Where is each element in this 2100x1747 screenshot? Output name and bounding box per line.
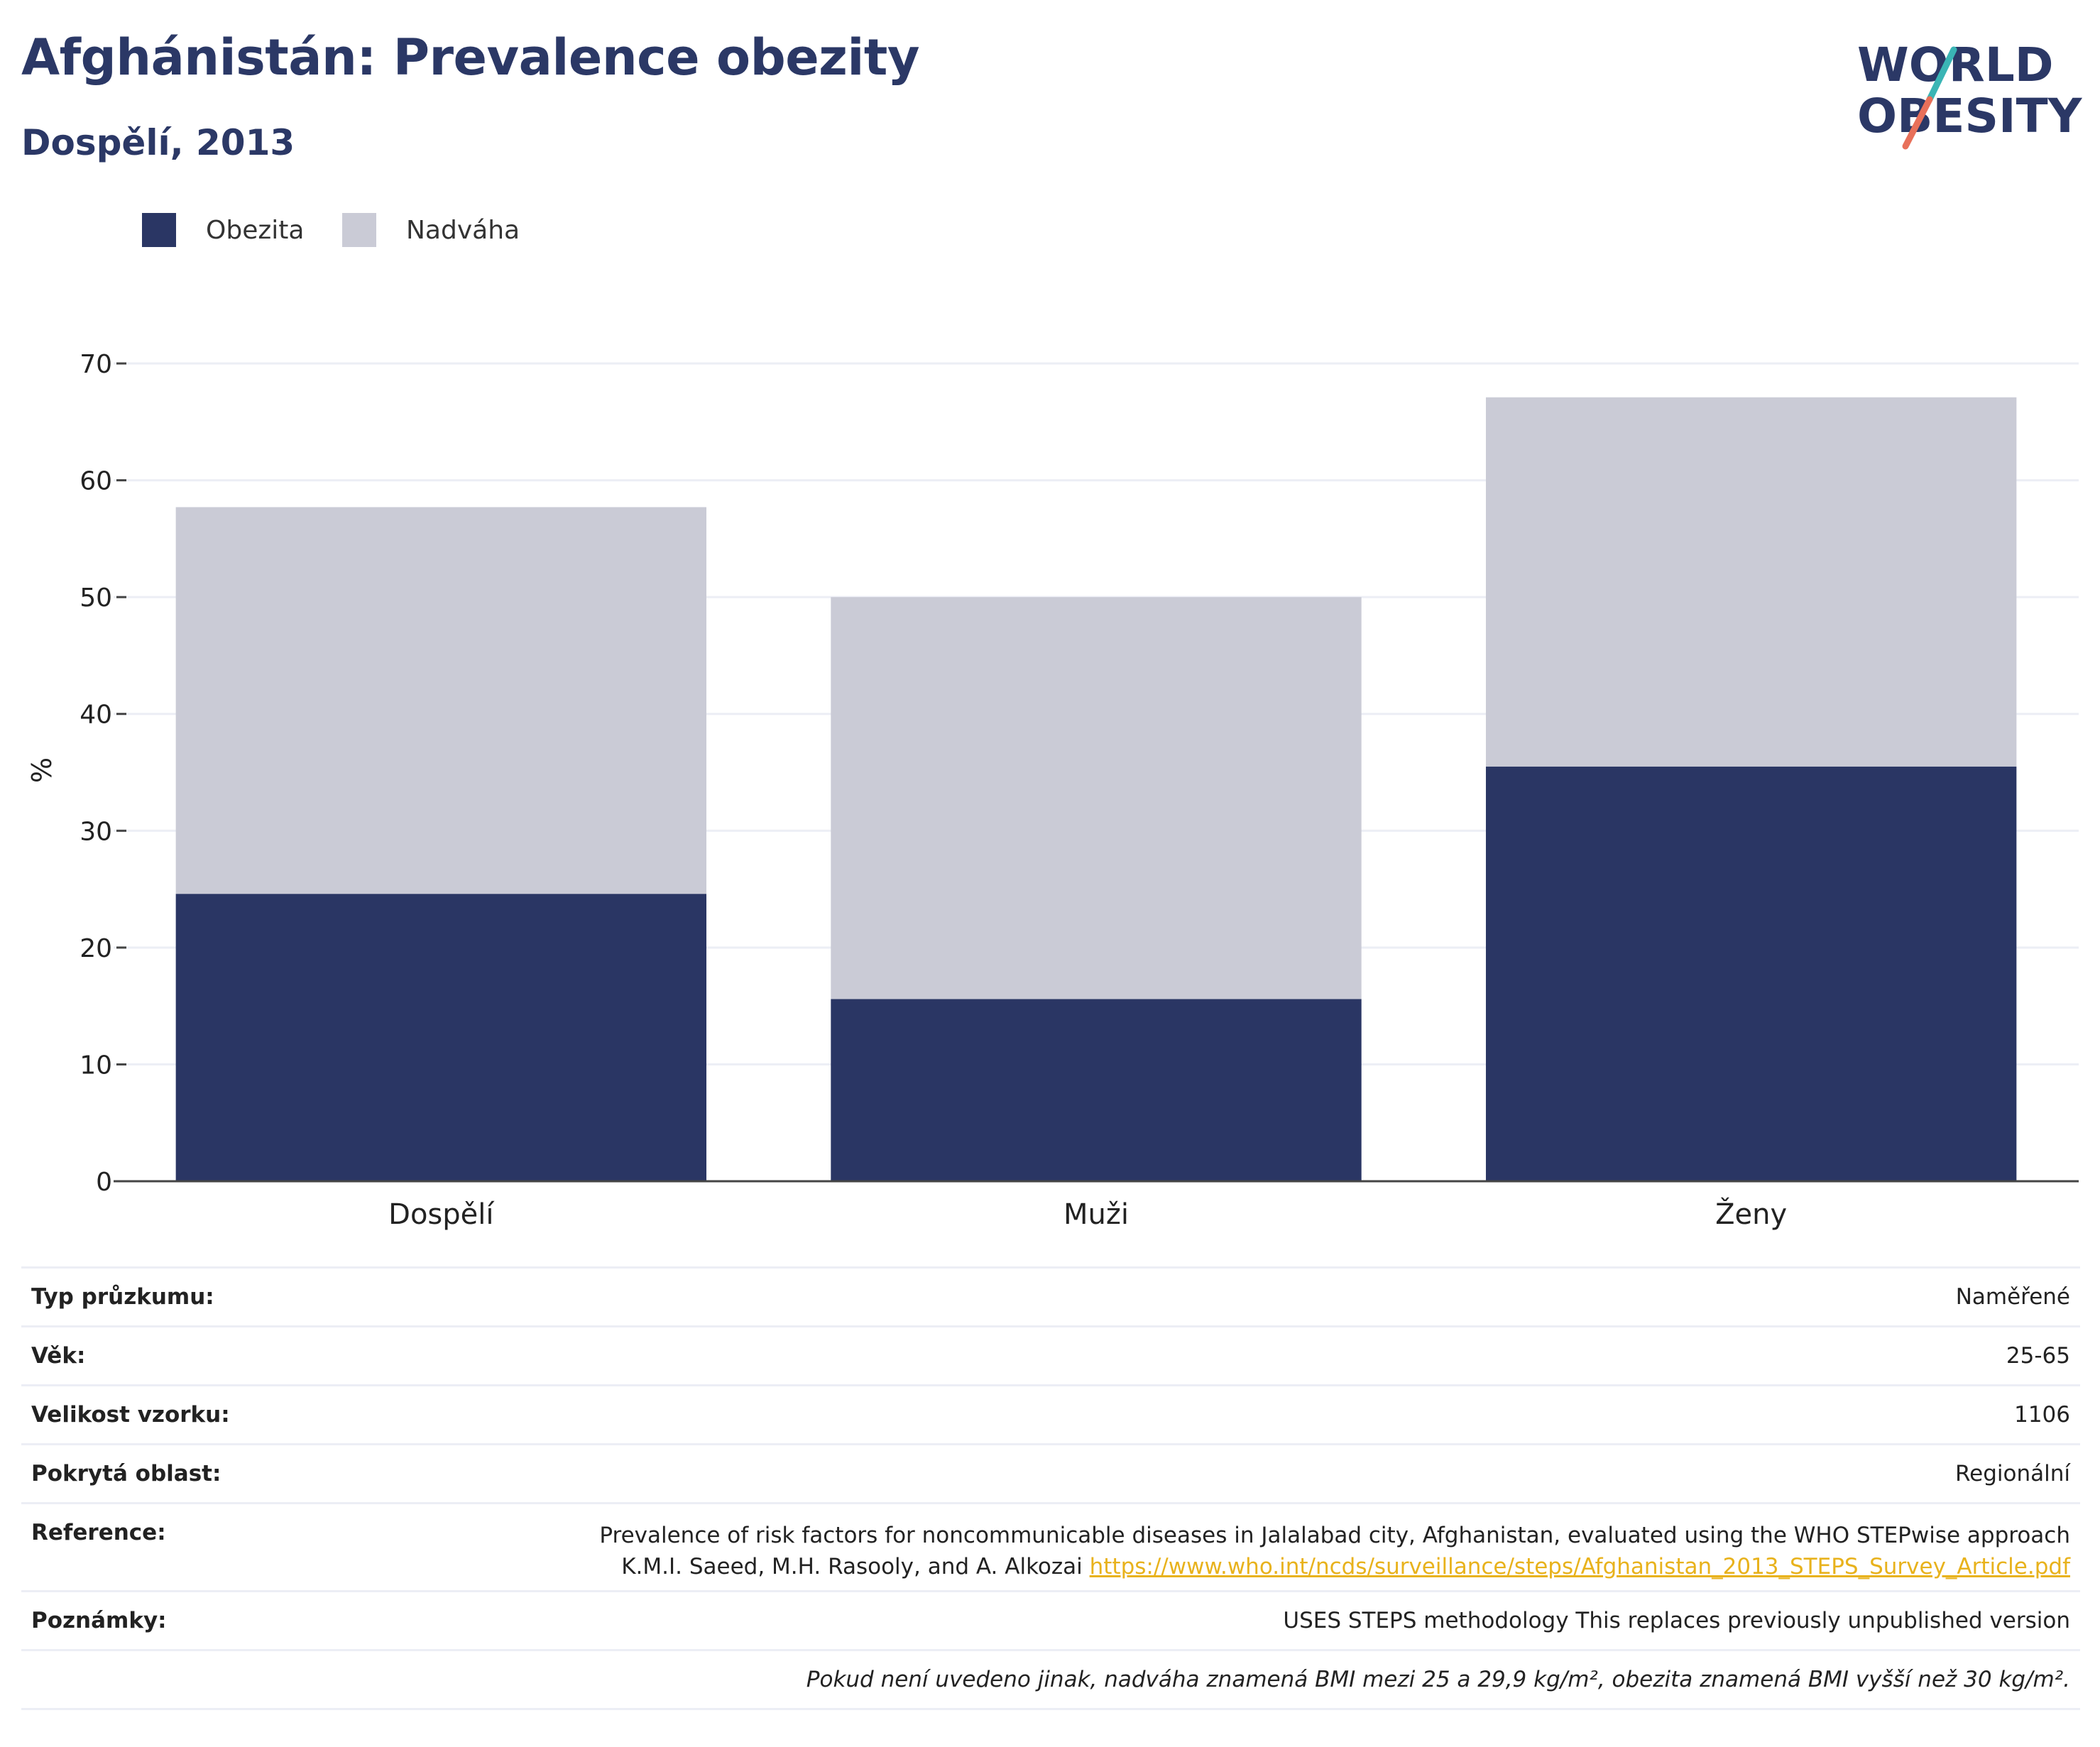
- logo-text-world: WORLD: [1857, 38, 2054, 92]
- y-tick-label-30: 30: [80, 817, 112, 846]
- meta-row-3: Pokrytá oblast: Regionální: [21, 1443, 2080, 1504]
- logo-text-obesity: OBESITY: [1857, 89, 2083, 143]
- meta-value-3: Regionální: [284, 1443, 2080, 1504]
- legend-swatch-obezita: [142, 213, 176, 247]
- meta-value-reference: Prevalence of risk factors for noncommun…: [284, 1502, 2080, 1592]
- logo-slash-bottom: [1902, 96, 1933, 150]
- meta-row-footnote: Pokud není uvedeno jinak, nadváha znamen…: [21, 1649, 2080, 1710]
- y-axis-title: %: [26, 757, 58, 783]
- reference-title: Prevalence of risk factors for noncommun…: [599, 1523, 2070, 1548]
- meta-value-2: 1106: [284, 1384, 2080, 1445]
- bar-obezita-1: [831, 999, 1362, 1181]
- meta-value-notes: USES STEPS methodology This replaces pre…: [284, 1590, 2080, 1650]
- meta-row-reference: Reference: Prevalence of risk factors for…: [21, 1502, 2080, 1592]
- meta-row-2: Velikost vzorku: 1106: [21, 1384, 2080, 1445]
- meta-key-reference: Reference:: [21, 1502, 285, 1592]
- meta-value-0: Naměřené: [284, 1266, 2080, 1327]
- y-tick-label-20: 20: [80, 934, 112, 963]
- bmi-footnote: Pokud není uvedeno jinak, nadváha znamen…: [284, 1649, 2080, 1710]
- bar-nadvaha-1: [831, 597, 1362, 1000]
- y-tick-label-40: 40: [80, 701, 112, 730]
- bar-chart: 0 10 20 30 40 50 60 70 Dospělí Muži Ženy %: [26, 350, 2079, 1231]
- meta-row-0: Typ průzkumu: Naměřené: [21, 1266, 2080, 1327]
- y-tick-label-0: 0: [96, 1168, 112, 1197]
- bars: [175, 397, 2017, 1181]
- y-tick-label-60: 60: [80, 467, 112, 496]
- reference-link[interactable]: https://www.who.int/ncds/surveillance/st…: [1089, 1554, 2070, 1579]
- y-tick-label-50: 50: [80, 584, 112, 613]
- meta-key-0: Typ průzkumu:: [21, 1266, 285, 1327]
- bar-nadvaha-2: [1485, 397, 2017, 767]
- reference-authors: K.M.I. Saeed, M.H. Rasooly, and A. Alkoz…: [621, 1554, 1090, 1579]
- legend-label-nadvaha: Nadváha: [406, 216, 520, 245]
- legend-swatch-nadvaha: [342, 213, 376, 247]
- meta-key-notes: Poznámky:: [21, 1590, 285, 1650]
- x-tick-label-1: Muži: [1063, 1198, 1129, 1231]
- meta-footnote-spacer: [21, 1649, 285, 1710]
- bar-obezita-2: [1485, 766, 2017, 1181]
- reference-authors-line: K.M.I. Saeed, M.H. Rasooly, and A. Alkoz…: [295, 1551, 2070, 1582]
- page-subtitle: Dospělí, 2013: [21, 122, 295, 163]
- x-tick-label-2: Ženy: [1715, 1197, 1787, 1231]
- page-title: Afghánistán: Prevalence obezity: [21, 28, 920, 87]
- bar-obezita-0: [175, 894, 707, 1181]
- meta-key-3: Pokrytá oblast:: [21, 1443, 285, 1504]
- y-tick-label-70: 70: [80, 350, 112, 379]
- world-obesity-logo: WORLD OBESITY: [1857, 38, 2083, 150]
- bar-nadvaha-0: [175, 507, 707, 894]
- meta-value-1: 25-65: [284, 1325, 2080, 1386]
- survey-metadata-table: Typ průzkumu: Naměřené Věk: 25-65 Velikost v…: [21, 1266, 2080, 1710]
- meta-key-1: Věk:: [21, 1325, 285, 1386]
- meta-row-notes: Poznámky: USES STEPS methodology This rep…: [21, 1590, 2080, 1650]
- meta-row-1: Věk: 25-65: [21, 1325, 2080, 1386]
- legend-label-obezita: Obezita: [206, 216, 305, 245]
- y-tick-label-10: 10: [80, 1051, 112, 1080]
- axes: 0 10 20 30 40 50 60 70 Dospělí Muži Ženy: [80, 350, 2079, 1231]
- logo-slash-top: [1926, 46, 1957, 103]
- meta-key-2: Velikost vzorku:: [21, 1384, 285, 1445]
- x-tick-label-0: Dospělí: [388, 1198, 495, 1231]
